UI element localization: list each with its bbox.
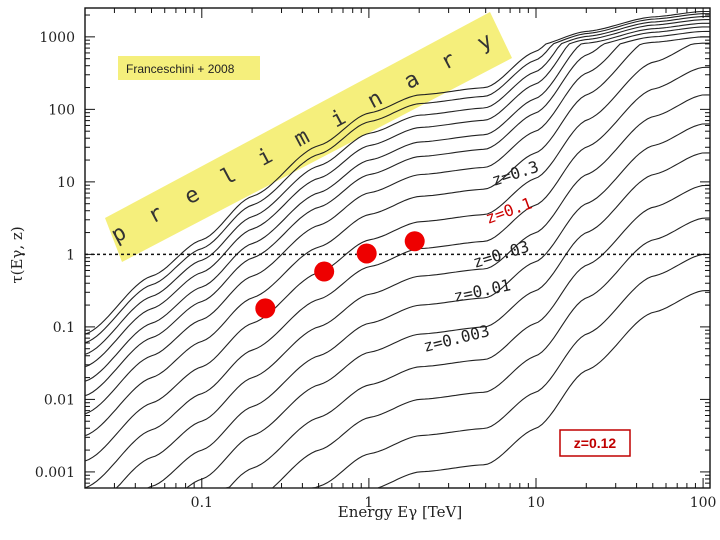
x-tick-label: 0.1	[191, 495, 213, 511]
plot-frame	[84, 7, 711, 489]
redshift-curve	[84, 10, 710, 335]
measured-points	[255, 231, 425, 319]
redshift-curve	[85, 123, 710, 489]
redshift-curve	[85, 184, 710, 489]
credit-box	[118, 56, 260, 80]
redshift-curve	[84, 22, 710, 382]
redshift-curve	[85, 94, 710, 489]
redshift-curve	[84, 13, 710, 344]
redshift-curve	[85, 152, 710, 489]
redshift-curves	[84, 10, 710, 489]
data-point	[314, 261, 335, 282]
redshift-curve	[84, 19, 710, 368]
y-tick-label: 1	[66, 247, 75, 263]
x-tick-label: 100	[690, 495, 717, 511]
y-tick-label: 100	[48, 102, 75, 118]
data-point	[255, 298, 276, 319]
x-tick-label: 1	[364, 495, 373, 511]
data-point	[356, 243, 377, 264]
redshift-curve	[84, 36, 710, 437]
x-tick-label: 10	[527, 495, 545, 511]
y-tick-label: 0.01	[44, 392, 75, 408]
y-tick-label: 0.1	[53, 320, 75, 336]
axis-ticks: 0.1 1 10 100 0.001 0.01 0.1 1 10 100 1000	[35, 8, 717, 511]
redshift-curve	[84, 30, 710, 415]
redshift-curve	[84, 26, 710, 397]
redshift-curve	[84, 16, 710, 355]
redshift-curve	[85, 290, 710, 489]
x-axis-label: Energy Eγ [TeV]	[338, 503, 462, 521]
curve-label: z=0.003	[421, 321, 491, 356]
y-tick-label: 1000	[39, 30, 75, 46]
redshift-box	[559, 429, 631, 457]
data-point	[404, 231, 425, 252]
y-axis-label: τ(Eγ, z)	[8, 226, 26, 283]
redshift-curve	[84, 42, 710, 462]
y-tick-label: 0.001	[35, 465, 75, 481]
redshift-curve	[84, 66, 710, 489]
redshift-box-label: z=0.12	[574, 435, 617, 451]
preliminary-banner	[105, 12, 512, 262]
credit-label: Franceschini + 2008	[126, 62, 235, 76]
curve-label: z=0.01	[452, 275, 512, 306]
y-tick-label: 10	[57, 175, 75, 191]
